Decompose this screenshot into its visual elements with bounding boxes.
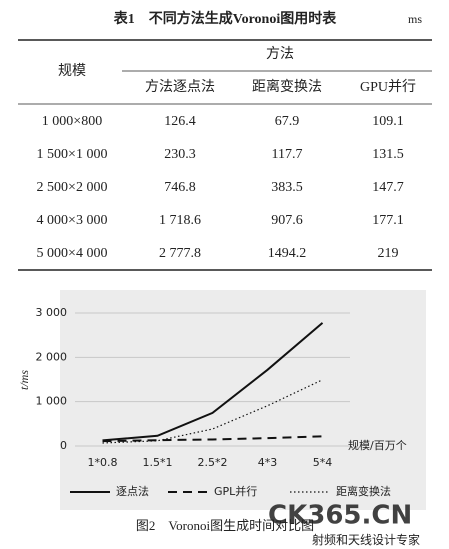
- cell: 109.1: [372, 114, 404, 129]
- cell: 219: [378, 246, 399, 261]
- y-label: t/ms: [17, 370, 31, 390]
- y-tick-label: 3 000: [36, 306, 68, 319]
- x-label: 规模/百万个: [348, 438, 407, 452]
- legend-label: GPL并行: [214, 484, 257, 498]
- cell: 177.1: [372, 213, 404, 228]
- cell: 4 000×3 000: [37, 213, 108, 228]
- x-tick-label: 1.5*1: [143, 456, 173, 469]
- cell: 2 777.8: [159, 246, 201, 261]
- header: GPU并行: [360, 79, 416, 95]
- legend-label: 逐点法: [116, 484, 149, 498]
- header: 规模: [58, 63, 86, 79]
- x-tick-label: 1*0.8: [88, 456, 118, 469]
- x-tick-label: 2.5*2: [198, 456, 228, 469]
- unit: ms: [408, 12, 422, 26]
- cell: 1 500×1 000: [37, 147, 108, 162]
- cell: 131.5: [372, 147, 404, 162]
- cell: 383.5: [271, 180, 303, 195]
- cell: 1 718.6: [159, 213, 201, 228]
- series-line: [102, 435, 323, 443]
- cell: 1494.2: [268, 246, 307, 261]
- y-tick-label: 0: [60, 439, 67, 452]
- cell: 5 000×4 000: [37, 246, 108, 261]
- cell: 67.9: [275, 114, 300, 129]
- cell: 907.6: [271, 213, 303, 228]
- cell: 2 500×2 000: [37, 180, 108, 195]
- caption: 图2 Voronoi图生成时间对比图: [136, 518, 314, 533]
- cell: 117.7: [272, 147, 303, 162]
- chart-bg: [60, 290, 426, 510]
- table-title: 表1 不同方法生成Voronoi图用时表: [113, 10, 337, 27]
- legend-label: 距离变换法: [336, 484, 391, 498]
- y-tick-label: 2 000: [36, 350, 68, 363]
- watermark-logo: CK365.CN: [268, 501, 412, 531]
- header: 方法逐点法: [145, 79, 215, 95]
- y-tick-label: 1 000: [36, 395, 68, 408]
- cell: 147.7: [372, 180, 404, 195]
- cell: 1 000×800: [42, 114, 102, 129]
- cell: 746.8: [164, 180, 196, 195]
- cell: 230.3: [164, 147, 196, 162]
- cell: 126.4: [164, 114, 196, 129]
- header: 方法: [266, 46, 294, 62]
- x-tick-label: 5*4: [313, 456, 333, 469]
- x-tick-label: 4*3: [258, 456, 278, 469]
- header: 距离变换法: [252, 78, 322, 95]
- series-line: [102, 379, 323, 444]
- watermark-tagline: 射频和天线设计专家: [312, 532, 420, 547]
- series-line: [102, 322, 324, 442]
